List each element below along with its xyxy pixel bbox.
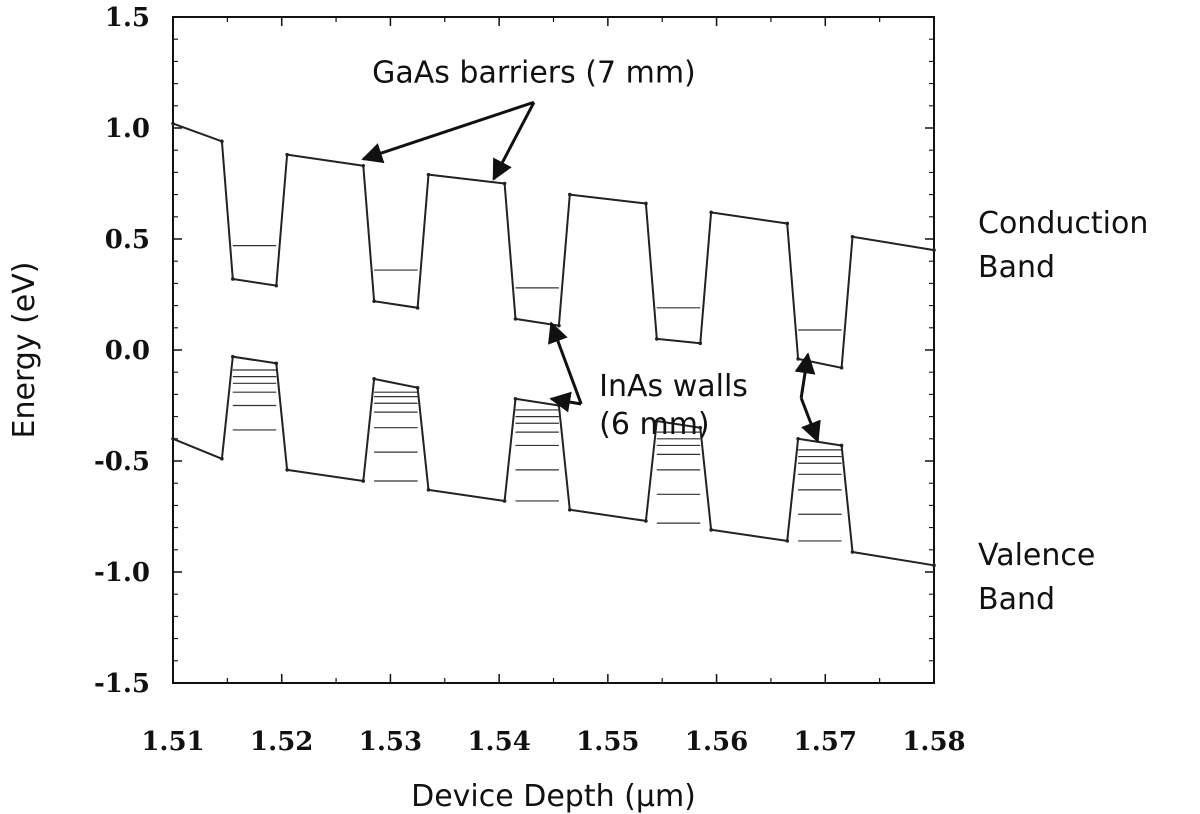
- band-data-point: [502, 499, 507, 503]
- band-data-point: [361, 163, 366, 168]
- valence-band-label: Band: [978, 582, 1055, 617]
- band-data-point: [698, 341, 703, 346]
- band-data-point: [361, 479, 366, 483]
- text-labels: Device Depth (μm) Energy (eV) Conduction Ba…: [7, 206, 1148, 814]
- band-data-point: [709, 528, 713, 532]
- band-data-point: [654, 419, 659, 423]
- axis-ticks: 1.51 1.52 1.53 1.54 1.55 1.56 1.57 1.58 1.5 1.0 0.…: [94, 3, 966, 757]
- band-data-point: [568, 192, 572, 197]
- inas-walls-annotation-line: InAs walls: [599, 369, 748, 404]
- band-data-point: [644, 519, 648, 523]
- band-data-point: [426, 172, 431, 177]
- band-data-point: [285, 152, 289, 157]
- gaas-arrow: [361, 100, 535, 164]
- plot-frame: [172, 16, 935, 684]
- inas-arrow-right: [799, 397, 821, 443]
- band-data-point: [220, 456, 224, 461]
- x-tick-label: 1.52: [250, 727, 313, 757]
- inas-arrow-right: [794, 352, 816, 399]
- band-data-point: [850, 550, 855, 554]
- gaas-barriers-annotation: GaAs barriers (7 mm): [372, 55, 696, 90]
- band-data-point: [415, 306, 420, 310]
- band-data-point: [372, 299, 376, 303]
- plot-border: [172, 16, 935, 684]
- band-data-point: [220, 139, 224, 144]
- band-data-point: [850, 234, 855, 239]
- inas-arrow-left: [548, 321, 583, 405]
- band-data-point: [644, 201, 648, 206]
- band-data-point: [709, 210, 713, 215]
- band-data-point: [502, 181, 507, 186]
- y-tick-label: -1.0: [94, 558, 150, 588]
- band-data-point: [274, 283, 279, 288]
- band-data-point: [839, 365, 844, 370]
- y-tick-label: 0.5: [105, 225, 150, 255]
- x-tick-label: 1.54: [467, 727, 530, 757]
- band-data-point: [557, 403, 561, 408]
- annotations: GaAs barriers (7 mm) InAs walls(6 mm): [361, 55, 821, 443]
- x-tick-label: 1.57: [794, 727, 857, 757]
- band-data-point: [796, 437, 800, 441]
- band-data-point: [698, 425, 703, 430]
- band-series: [171, 121, 936, 568]
- band-data-point: [274, 361, 279, 366]
- y-axis-label: Energy (eV): [7, 262, 42, 439]
- band-data-point: [230, 354, 235, 359]
- conduction-band-label: Conduction: [978, 206, 1148, 241]
- x-tick-label: 1.58: [902, 727, 965, 757]
- x-axis-label: Device Depth (μm): [411, 779, 696, 814]
- band-data-point: [796, 357, 800, 361]
- band-data-point: [785, 221, 790, 226]
- inas-arrow-left: [549, 391, 582, 413]
- band-data-point: [426, 488, 431, 492]
- y-tick-label: 0.0: [105, 336, 150, 366]
- x-tick-label: 1.55: [576, 727, 639, 757]
- band-data-point: [285, 468, 289, 472]
- band-data-point: [932, 563, 936, 568]
- valence-band-label: Valence: [978, 538, 1095, 573]
- x-tick-label: 1.53: [359, 727, 422, 757]
- band-data-point: [654, 337, 659, 341]
- band-data-point: [513, 317, 518, 321]
- band-data-point: [372, 377, 376, 381]
- conduction-band-line: [172, 122, 935, 370]
- valence-band-line: [172, 355, 935, 567]
- band-data-point: [568, 508, 572, 512]
- band-data-point: [171, 121, 175, 126]
- band-data-point: [415, 385, 420, 390]
- band-data-point: [513, 397, 518, 401]
- quantized-levels: [232, 245, 842, 542]
- gaas-arrow: [492, 101, 536, 181]
- band-data-point: [839, 443, 844, 448]
- band-data-point: [171, 437, 175, 441]
- x-tick-label: 1.51: [141, 727, 204, 757]
- y-tick-label: -1.5: [94, 669, 150, 699]
- band-data-point: [557, 323, 561, 328]
- conduction-band-label: Band: [978, 250, 1055, 285]
- x-tick-label: 1.56: [685, 727, 748, 757]
- y-tick-label: 1.0: [105, 114, 150, 144]
- inas-walls-annotation-line: (6 mm): [599, 407, 709, 442]
- band-data-point: [932, 248, 936, 252]
- y-tick-label: 1.5: [105, 3, 150, 33]
- y-tick-label: -0.5: [94, 447, 150, 477]
- band-data-point: [785, 539, 790, 543]
- band-data-point: [230, 277, 235, 281]
